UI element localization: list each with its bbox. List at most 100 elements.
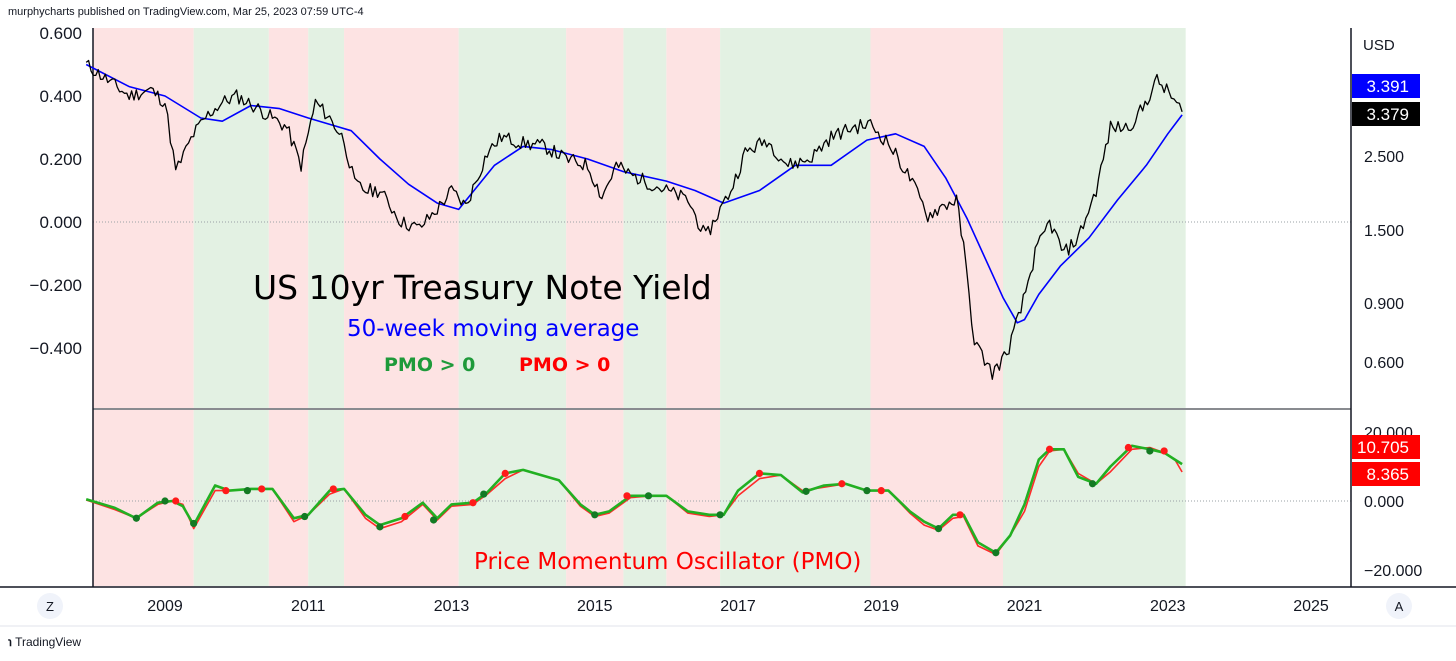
regime-band-negative	[870, 28, 1004, 408]
regime-band-positive	[458, 28, 567, 408]
x-tick-label: 2019	[863, 598, 899, 615]
left-tick-label: 0.400	[39, 87, 82, 106]
right-tick-label: 1.500	[1364, 223, 1404, 240]
yield-line	[85, 59, 1183, 380]
signal-dot-red	[1124, 443, 1132, 452]
regime-band-positive	[458, 410, 567, 586]
regime-band-negative	[93, 28, 194, 408]
regime-band-negative	[666, 28, 721, 408]
x-axis-ticks: 2009 2011 2013 2015 2017 2019 2021 2023 2025	[147, 598, 1329, 615]
signal-dot-red	[172, 497, 180, 505]
ma50-line	[85, 63, 1183, 324]
signal-dot-green	[301, 512, 309, 521]
currency-label: USD	[1363, 37, 1395, 54]
signal-dot-red	[1045, 445, 1054, 453]
tradingview-logo-icon: ℩	[8, 635, 12, 649]
regime-bands-pmo	[93, 410, 1186, 586]
regime-band-positive	[720, 28, 871, 408]
pmo-positive-label: PMO > 0	[384, 354, 475, 376]
regime-band-negative	[93, 410, 194, 586]
left-tick-label: 0.000	[39, 213, 82, 232]
signal-dot-green	[480, 490, 488, 498]
signal-dot-green	[992, 549, 1000, 557]
regime-band-positive	[1003, 28, 1186, 408]
pmo-line	[85, 444, 1183, 555]
footer-brand[interactable]: ℩ TradingView	[8, 635, 81, 649]
pmo-negative-label: PMO > 0	[519, 354, 610, 376]
x-tick-label: 2013	[434, 598, 470, 615]
left-tick-label: −0.400	[30, 339, 82, 358]
signal-dot-green	[1146, 447, 1154, 455]
signal-dots-group	[132, 443, 1168, 557]
signal-dot-green	[591, 511, 599, 519]
signal-dot-red	[501, 469, 509, 477]
signal-dot-green	[716, 511, 724, 519]
pmo-value-badge-bg	[1352, 435, 1420, 459]
ma-label: 50-week moving average	[347, 316, 639, 342]
signal-dot-green	[934, 525, 943, 533]
pmo-tick-label: 0.000	[1364, 494, 1404, 511]
right-tick-label: 2.500	[1364, 149, 1404, 166]
left-axis-ticks: 0.600 0.400 0.200 0.000 −0.200 −0.400	[30, 24, 82, 358]
regime-band-positive	[1003, 410, 1186, 586]
right-tick-label: 0.900	[1364, 296, 1404, 313]
pmo-signal-value-badge: 8.365	[1366, 465, 1409, 484]
signal-dot-red	[1160, 447, 1168, 455]
publisher-header: murphycharts published on TradingView.co…	[8, 6, 364, 18]
signal-dot-green	[863, 487, 871, 495]
regime-band-negative	[268, 28, 309, 408]
left-tick-label: 0.600	[39, 24, 82, 43]
x-tick-label: 2023	[1150, 598, 1186, 615]
left-tick-label: −0.200	[30, 276, 82, 295]
x-tick-label: 2017	[720, 598, 756, 615]
regime-band-negative	[870, 410, 1004, 586]
axis-auto-scale-button[interactable]: A	[1386, 593, 1412, 619]
signal-dot-green	[802, 487, 810, 495]
signal-dot-red	[222, 487, 230, 495]
price-series-group	[85, 59, 1183, 380]
signal-dot-red	[838, 480, 846, 488]
signal-dot-red	[877, 487, 885, 495]
chart-title: US 10yr Treasury Note Yield	[253, 268, 712, 307]
signal-dot-green	[243, 487, 251, 495]
signal-dot-green	[644, 492, 653, 500]
signal-dot-green	[161, 497, 169, 505]
pmo-value-badge: 10.705	[1357, 438, 1409, 457]
signal-dot-red	[329, 485, 337, 493]
regime-band-positive	[720, 410, 871, 586]
ma50-value-badge: 3.391	[1366, 77, 1409, 96]
pmo-signal-value-badge-bg	[1352, 462, 1420, 486]
x-tick-label: 2015	[577, 598, 613, 615]
pmo-tick-label: −20.000	[1364, 563, 1422, 580]
panel-frame	[0, 28, 1456, 627]
regime-band-negative	[344, 28, 459, 408]
x-tick-label: 2025	[1293, 598, 1329, 615]
yield-value-badge: 3.379	[1366, 105, 1409, 124]
regime-band-positive	[193, 410, 269, 586]
regime-band-positive	[623, 28, 667, 408]
regime-band-negative	[566, 28, 624, 408]
signal-dot-green	[376, 523, 384, 531]
regime-band-positive	[193, 28, 269, 408]
footer-brand-label: TradingView	[15, 635, 82, 649]
ma50-value-badge-bg	[1352, 74, 1420, 98]
signal-dot-red	[258, 485, 266, 493]
right-tick-label: 0.600	[1364, 355, 1404, 372]
regime-band-negative	[268, 410, 309, 586]
regime-band-negative	[344, 410, 459, 586]
signal-dot-red	[755, 469, 764, 477]
axis-log-toggle-button[interactable]: Z	[37, 593, 63, 619]
signal-dot-red	[401, 512, 409, 521]
regime-band-negative	[666, 410, 721, 586]
signal-dot-red	[623, 492, 631, 500]
pmo-title: Price Momentum Oscillator (PMO)	[474, 549, 861, 575]
signal-dot-green	[190, 519, 198, 528]
last-value-badges: 3.391 3.379 10.705 8.365	[1352, 74, 1420, 486]
x-tick-label: 2009	[147, 598, 183, 615]
regime-band-positive	[308, 28, 345, 408]
x-tick-label: 2021	[1007, 598, 1043, 615]
signal-dot-green	[132, 514, 140, 522]
signal-dot-green	[429, 516, 438, 524]
